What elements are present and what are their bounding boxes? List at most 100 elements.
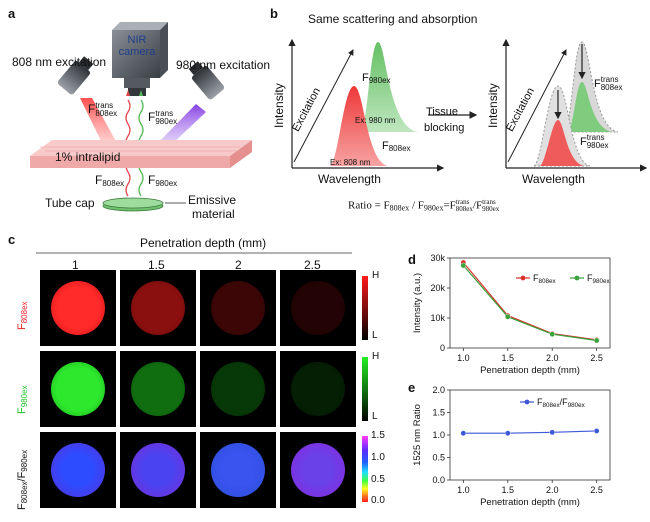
tube-cap-icon bbox=[102, 197, 164, 212]
purple-beam bbox=[156, 104, 206, 148]
tissue-label-1: Tissue bbox=[426, 106, 458, 118]
y-tick-label: 0.0 bbox=[432, 475, 445, 485]
nir-camera-icon bbox=[112, 22, 168, 96]
y-tick-label: 20k bbox=[430, 283, 445, 293]
f808-label: F808ex bbox=[95, 173, 125, 188]
image-ratio-d15 bbox=[120, 432, 196, 508]
y-tick-label: 1.5 bbox=[432, 408, 445, 418]
data-point bbox=[460, 262, 467, 269]
b-f808-label: F808ex bbox=[382, 140, 411, 153]
y-tick-label: 10k bbox=[430, 313, 445, 323]
laser-808-icon bbox=[57, 56, 94, 95]
colorbar-green-high: H bbox=[372, 351, 380, 362]
data-point bbox=[504, 430, 511, 437]
b-left-y-axis: Intensity bbox=[272, 83, 286, 128]
data-point bbox=[593, 428, 600, 434]
image-808-d25 bbox=[280, 270, 356, 346]
b-right-y-axis: Intensity bbox=[486, 83, 500, 128]
panel-d-letter: d bbox=[408, 252, 416, 267]
tube-cap-label: Tube cap bbox=[45, 196, 95, 210]
red-peak bbox=[330, 86, 388, 166]
colorbar-ratio-tick-4: 0.0 bbox=[371, 495, 385, 506]
data-point bbox=[460, 430, 467, 437]
image-ratio-d2 bbox=[200, 432, 276, 508]
red-beam bbox=[80, 98, 118, 147]
emissive-label: Emissive bbox=[188, 193, 237, 207]
colorbar-red-high: H bbox=[372, 270, 380, 281]
image-ratio-d1 bbox=[40, 432, 116, 508]
colorbar-ratio-tick-2: 1.0 bbox=[371, 452, 385, 463]
panel-b-letter: b bbox=[270, 6, 278, 21]
intralipid-slab bbox=[30, 140, 252, 168]
depth-label-1: 1 bbox=[72, 258, 79, 272]
right-red-peak bbox=[540, 120, 584, 166]
data-point bbox=[504, 314, 511, 320]
y-tick-label: 30k bbox=[430, 253, 445, 263]
colorbar-green bbox=[362, 357, 368, 421]
legend-marker bbox=[574, 275, 580, 281]
colorbar-red-low: L bbox=[372, 330, 378, 341]
image-808-d1 bbox=[40, 270, 116, 346]
x-tick-label: 1.5 bbox=[502, 353, 515, 363]
intralipid-label: 1% intralipid bbox=[55, 150, 121, 164]
x-tick-label: 2.5 bbox=[590, 485, 603, 495]
image-980-d25 bbox=[280, 351, 356, 427]
x-tick-label: 1.5 bbox=[502, 485, 515, 495]
colorbar-ratio-tick-1: 1.5 bbox=[371, 430, 385, 441]
series-line bbox=[462, 265, 597, 342]
excitation-980-label: 980 nm excitation bbox=[176, 58, 271, 72]
series-line bbox=[462, 262, 597, 341]
tissue-label-2: blocking bbox=[424, 122, 465, 134]
chart-d: 0 10k 20k 30k 1.0 1.5 2.0 2.5 Penetration depth … bbox=[412, 253, 611, 376]
penetration-arrow bbox=[36, 252, 352, 254]
panel-a-letter: a bbox=[8, 6, 16, 21]
x-tick-label: 2.5 bbox=[590, 353, 603, 363]
y-axis-label: 1525 nm Ratio bbox=[412, 404, 423, 466]
plot-frame bbox=[449, 257, 611, 349]
ex-808-label: Ex: 808 nm bbox=[330, 158, 371, 167]
row-label-f808: F808ex bbox=[16, 301, 29, 330]
ex-980-label: Ex: 980 nm bbox=[355, 116, 396, 125]
legend-label: F980ex bbox=[587, 273, 611, 285]
ratio-equation: Ratio = F808ex / F980ex=F trans 808ex/F tra… bbox=[348, 198, 500, 213]
excitation-808-label: 808 nm excitation bbox=[12, 55, 107, 69]
y-tick-label: 1.0 bbox=[432, 430, 445, 440]
panel-c-title: Penetration depth (mm) bbox=[140, 236, 267, 250]
panel-b-spectra bbox=[288, 38, 648, 172]
nir-camera-label: NIR camera bbox=[118, 34, 156, 58]
y-axis-label: Intensity (a.u.) bbox=[412, 273, 423, 333]
panel-c-letter: c bbox=[8, 232, 16, 247]
x-tick-label: 2.0 bbox=[546, 485, 559, 495]
laser-980-icon bbox=[188, 61, 225, 100]
depth-label-3: 2 bbox=[235, 258, 242, 272]
image-ratio-d25 bbox=[280, 432, 356, 508]
f980-label: F980ex bbox=[148, 173, 178, 188]
y-tick-label: 2.0 bbox=[432, 385, 445, 395]
panel-b-title: Same scattering and absorption bbox=[308, 12, 478, 26]
depth-label-4: 2.5 bbox=[304, 258, 321, 272]
series-line bbox=[463, 430, 597, 434]
x-axis-label: Penetration depth (mm) bbox=[480, 365, 580, 376]
panel-a-schematic bbox=[30, 22, 252, 212]
legend-marker bbox=[524, 399, 530, 405]
image-980-d1 bbox=[40, 351, 116, 427]
data-point bbox=[549, 331, 556, 337]
x-tick-label: 1.0 bbox=[457, 353, 470, 363]
image-808-d15 bbox=[120, 270, 196, 346]
x-axis-label: Penetration depth (mm) bbox=[480, 497, 580, 508]
image-980-d2 bbox=[200, 351, 276, 427]
right-green-peak bbox=[568, 82, 612, 132]
b-right-x-axis: Wavelength bbox=[522, 172, 585, 186]
image-980-d15 bbox=[120, 351, 196, 427]
y-tick-label: 0 bbox=[440, 343, 445, 353]
b-f980-label: F980ex bbox=[362, 72, 391, 85]
row-label-f980: F980ex bbox=[16, 385, 29, 414]
colorbar-ratio-tick-3: 0.5 bbox=[371, 474, 385, 485]
data-point bbox=[593, 337, 600, 344]
image-808-d2 bbox=[200, 270, 276, 346]
x-tick-label: 2.0 bbox=[546, 353, 559, 363]
